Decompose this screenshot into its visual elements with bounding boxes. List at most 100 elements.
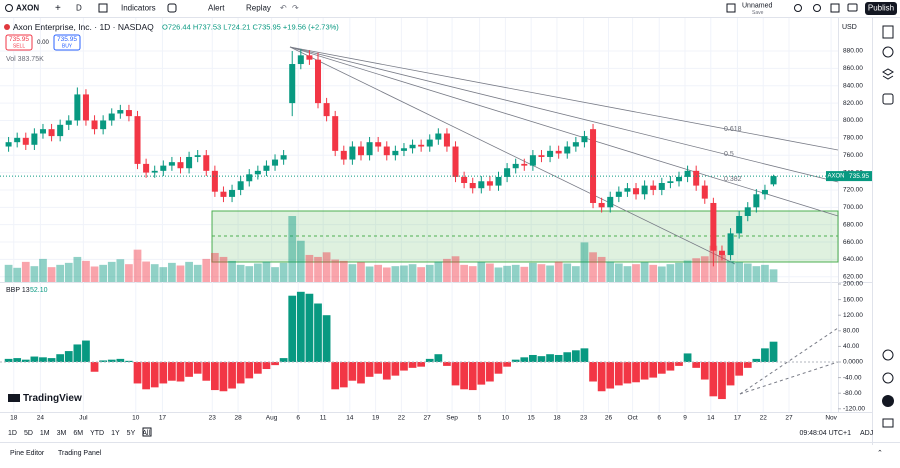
volume-bar (434, 261, 443, 282)
layout-icon[interactable] (726, 3, 736, 13)
x-tick-label: 24 (37, 415, 45, 422)
y-tick-label: 40.00 (843, 343, 860, 350)
fib-fan[interactable] (289, 46, 839, 265)
layers-icon[interactable] (882, 68, 894, 80)
dots-icon[interactable] (882, 395, 894, 407)
interval-button[interactable]: D (76, 4, 82, 13)
indicator-bar (150, 362, 159, 388)
indicator-bar (253, 362, 262, 374)
volume-bar (30, 266, 39, 282)
indicator-bar (228, 362, 236, 389)
indicator-trendline[interactable] (739, 361, 839, 395)
volume-bar (107, 261, 116, 282)
timeframe-button[interactable]: 1D (8, 430, 17, 437)
alerts-icon[interactable] (882, 46, 894, 58)
indicator-bar (417, 362, 426, 367)
timeframe-button[interactable]: 1M (40, 430, 50, 437)
chat-icon[interactable] (882, 93, 894, 105)
indicator-bar (554, 354, 563, 363)
indicator-bar (374, 362, 383, 374)
timeframe-button[interactable]: 5Y (127, 430, 136, 437)
layout-name[interactable]: Unnamed (742, 2, 772, 9)
fib-label: 0.5 (724, 151, 734, 158)
indicator-bar (357, 362, 365, 384)
candle-body (143, 163, 150, 173)
indicator-bar (236, 362, 245, 384)
redo[interactable]: ↷ (292, 4, 299, 13)
fib-label: 0.382 (724, 176, 742, 183)
indicator-trendline[interactable] (739, 327, 839, 395)
candle-icon[interactable] (98, 3, 108, 13)
timeframe-button[interactable]: YTD (90, 430, 104, 437)
timeframe-button[interactable]: 5D (24, 430, 33, 437)
candle-body (57, 124, 64, 137)
undo[interactable]: ↶ (280, 4, 287, 13)
candle-body (495, 176, 502, 186)
indicator-bar (468, 362, 477, 391)
candle-body (443, 133, 450, 147)
candle-body (220, 191, 227, 197)
add-symbol[interactable]: + (55, 3, 61, 14)
alert-button[interactable]: Alert (208, 4, 225, 13)
indicator-bar (726, 362, 735, 386)
replay-button[interactable]: Replay (246, 4, 271, 13)
timeframe-button[interactable]: 1Y (111, 430, 120, 437)
publish-button[interactable] (865, 2, 897, 15)
date-range-icon[interactable] (142, 427, 152, 437)
search-icon[interactable] (5, 4, 13, 12)
candle-body (572, 142, 579, 147)
volume-bar (494, 267, 503, 282)
fullscreen[interactable] (830, 3, 840, 13)
sell-button[interactable] (5, 34, 33, 51)
sell-price[interactable]: 735.95 (9, 36, 29, 43)
candle-body (624, 188, 631, 192)
clock: 09:48:04 UTC+1 (799, 430, 851, 437)
volume-bar (597, 256, 606, 282)
candle-body (254, 170, 261, 175)
volume-bar (400, 265, 408, 282)
candle-body (607, 196, 614, 208)
publish-label[interactable]: Publish (868, 4, 894, 13)
collapse-panel[interactable]: ⌃ (877, 449, 883, 457)
candle-body (237, 181, 244, 190)
indicator-bar (743, 362, 752, 368)
settings[interactable] (813, 4, 821, 12)
timeframe-button[interactable]: 3M (57, 430, 67, 437)
x-tick-label: 23 (580, 415, 588, 422)
logo-mark (8, 394, 20, 402)
volume-bar (73, 256, 82, 282)
templates-icon[interactable] (167, 3, 177, 13)
indicator-bar (82, 340, 90, 363)
volume-bar (425, 264, 434, 282)
snapshot[interactable] (847, 3, 858, 12)
volume-bar (761, 264, 769, 282)
target-icon[interactable] (882, 349, 894, 361)
fan-line (289, 46, 736, 265)
candle-body (461, 176, 468, 183)
volume-bar (99, 264, 108, 282)
sell-label[interactable]: SELL (13, 43, 25, 49)
logo-text: TradingView (23, 393, 82, 404)
ideas-icon[interactable] (882, 372, 894, 384)
watchlist-icon[interactable] (882, 25, 894, 39)
volume-bar (718, 254, 726, 282)
pine-editor-tab[interactable]: Pine Editor (10, 450, 45, 457)
indicators-button[interactable]: Indicators (121, 4, 156, 13)
timeframe-button[interactable]: All (142, 430, 150, 437)
x-tick-label: 22 (398, 415, 406, 422)
buy-button[interactable] (53, 34, 81, 51)
book-icon[interactable] (882, 418, 894, 428)
timeframe-button[interactable]: 6M (73, 430, 83, 437)
volume-bar (271, 267, 279, 282)
quick-search[interactable] (794, 4, 802, 12)
candle-body (100, 120, 107, 130)
symbol-button[interactable]: AXON (16, 4, 39, 13)
buy-label[interactable]: BUY (62, 43, 73, 49)
indicator-bar (116, 358, 125, 363)
adj-button[interactable]: ADJ (860, 430, 873, 437)
indicator-bar (159, 362, 168, 384)
y-tick-label: 660.00 (843, 239, 863, 246)
trading-panel-tab[interactable]: Trading Panel (58, 450, 102, 457)
buy-price[interactable]: 735.95 (57, 36, 77, 43)
